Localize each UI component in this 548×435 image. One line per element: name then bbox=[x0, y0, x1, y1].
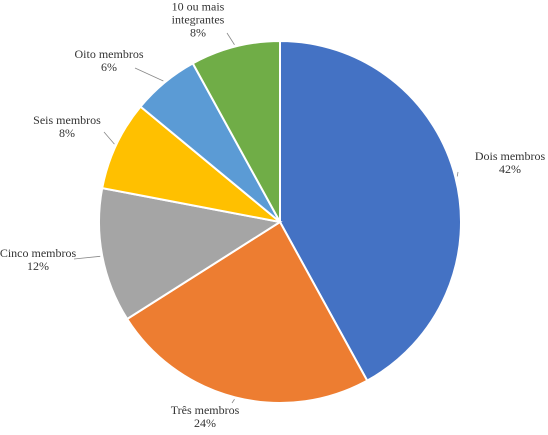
percent-label: 6% bbox=[101, 60, 117, 74]
slice-label: Cinco membros 12% bbox=[0, 247, 76, 273]
percent-label: 42% bbox=[499, 162, 521, 176]
leader-line bbox=[134, 67, 164, 82]
category-label: 10 ou mais integrantes bbox=[171, 0, 225, 27]
slice-label: 10 ou mais integrantes 8% bbox=[163, 0, 233, 40]
leader-line bbox=[226, 32, 235, 45]
pie-slice bbox=[279, 39, 462, 382]
pie-slice bbox=[101, 105, 281, 223]
category-label: Dois membros bbox=[474, 149, 546, 163]
pie-slice bbox=[125, 220, 369, 404]
percent-label: 8% bbox=[58, 126, 75, 140]
category-label: Três membros bbox=[170, 403, 240, 417]
pie-slice bbox=[98, 186, 283, 321]
category-label: Cinco membros bbox=[0, 246, 77, 260]
percent-label: 12% bbox=[26, 259, 49, 273]
leader-line bbox=[73, 255, 101, 260]
leader-line bbox=[456, 171, 459, 177]
slice-label: Seis membros 8% bbox=[33, 114, 101, 140]
slice-label: Oito membros 6% bbox=[75, 48, 144, 74]
percent-label: 24% bbox=[194, 416, 216, 430]
slice-label: Dois membros 42% bbox=[475, 150, 545, 176]
category-label: Oito membros bbox=[74, 47, 144, 61]
leader-line bbox=[231, 399, 235, 404]
category-label: Seis membros bbox=[33, 113, 101, 127]
percent-label: 8% bbox=[190, 25, 206, 40]
slice-label: Três membros 24% bbox=[171, 404, 240, 430]
leader-line bbox=[103, 131, 115, 145]
pie-slice bbox=[191, 39, 281, 223]
